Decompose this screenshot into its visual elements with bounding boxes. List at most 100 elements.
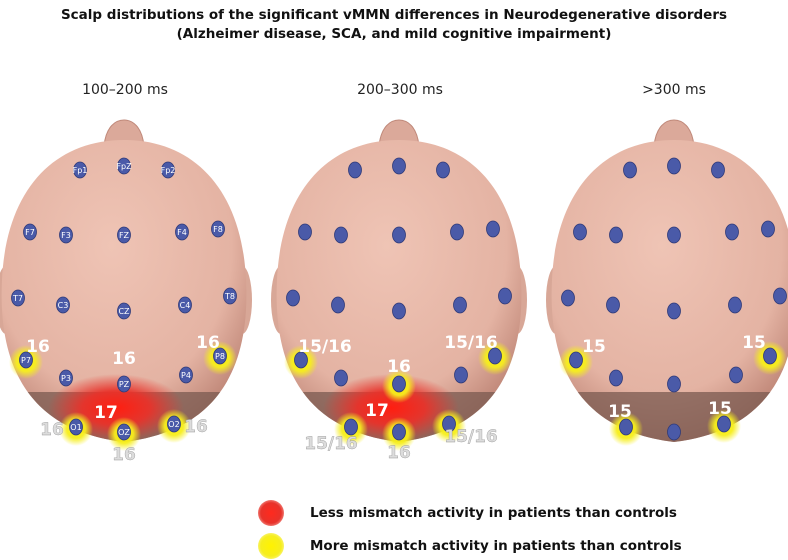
panel-3-time-label: >300 ms: [642, 82, 706, 98]
electrode-cz: [392, 302, 406, 320]
participant-count-2-7: 16: [387, 443, 411, 463]
electrode-f8: [486, 220, 500, 238]
electrode-fz: [392, 226, 406, 244]
electrode-fpz: [667, 157, 681, 175]
electrode-p8: [763, 347, 777, 365]
scalp-map-panel-2: 15/16 15/16 16 17 15/16 15/16 16: [271, 119, 527, 463]
participant-count-3-3: 15: [608, 402, 632, 422]
electrode-f7: [298, 223, 312, 241]
nose: [653, 119, 695, 147]
electrode-f8: [211, 220, 225, 238]
occipital-shade: [551, 392, 788, 442]
electrode-label-c3: C3: [58, 301, 69, 310]
electrode-f4: [175, 223, 189, 241]
electrode-fp2: [436, 161, 450, 179]
scalp-map-panel-3: 15 15 15 15: [546, 119, 788, 446]
legend-label-less: Less mismatch activity in patients than …: [310, 505, 677, 521]
electrode-p7: [294, 351, 308, 369]
scalp-head: [551, 140, 788, 442]
electrode-label-p7: P7: [21, 356, 31, 365]
figure-title-line-2: (Alzheimer disease, SCA, and mild cognit…: [176, 26, 612, 42]
electrode-o1: [69, 418, 83, 436]
participant-count-3-1: 15: [582, 337, 606, 357]
participant-count-1-1: 16: [26, 337, 50, 357]
electrode-label-o1: O1: [70, 423, 81, 432]
nose: [103, 119, 145, 147]
electrode-label-c4: C4: [180, 301, 191, 310]
electrode-t8: [498, 287, 512, 305]
electrode-cz: [667, 302, 681, 320]
electrode-label-t8: T8: [224, 292, 235, 301]
legend-item-more: More mismatch activity in patients than …: [258, 532, 682, 560]
electrode-p3: [334, 369, 348, 387]
electrode-cz: [117, 302, 131, 320]
electrode-o2: [717, 415, 731, 433]
electrode-c4: [453, 296, 467, 314]
electrode-p4: [179, 366, 193, 384]
electrode-p4: [729, 366, 743, 384]
participant-count-1-4: 17: [94, 403, 118, 423]
participant-count-1-5: 16: [40, 420, 64, 440]
panel-2-time-label: 200–300 ms: [357, 82, 443, 98]
scalp-head: [1, 140, 247, 442]
legend-red-swatch: [258, 500, 284, 526]
electrode-label-fp1: Fp1: [73, 166, 88, 175]
scalp-head: [276, 140, 522, 442]
electrode-f3: [59, 226, 73, 244]
electrode-o1: [344, 418, 358, 436]
legend-item-less: Less mismatch activity in patients than …: [258, 499, 677, 527]
electrode-p4: [454, 366, 468, 384]
electrode-label-fp2: Fp2: [161, 166, 176, 175]
participant-count-2-3: 16: [387, 357, 411, 377]
scalp-map-panel-1: Fp1 FpZ Fp2 F7 F3 FZ F4 F8 T7 C3 CZ C4 T8 P7 P3 PZ P4 P8 O…: [0, 119, 252, 465]
electrode-c3: [56, 296, 70, 314]
electrode-label-f4: F4: [177, 228, 187, 237]
electrode-oz: [117, 423, 131, 441]
electrode-c4: [728, 296, 742, 314]
participant-count-3-4: 15: [708, 399, 732, 419]
participant-count-3-2: 15: [742, 333, 766, 353]
electrode-oz: [392, 423, 406, 441]
electrode-t7: [286, 289, 300, 307]
legend-label-more: More mismatch activity in patients than …: [310, 538, 682, 554]
electrode-p7: [569, 351, 583, 369]
electrode-label-fpz: FpZ: [116, 162, 132, 171]
participant-count-2-4: 17: [365, 401, 389, 421]
participant-count-1-6: 16: [184, 417, 208, 437]
electrode-label-o2: O2: [168, 420, 179, 429]
electrode-oz: [667, 423, 681, 441]
electrode-f4: [725, 223, 739, 241]
electrode-c3: [331, 296, 345, 314]
electrode-label-p4: P4: [181, 371, 191, 380]
participant-count-1-3: 16: [112, 349, 136, 369]
electrode-fp2: [711, 161, 725, 179]
electrode-t7: [11, 289, 25, 307]
electrode-o1: [619, 418, 633, 436]
electrode-pz: [117, 375, 131, 393]
electrode-c3: [606, 296, 620, 314]
participant-count-1-2: 16: [196, 333, 220, 353]
electrode-label-t7: T7: [12, 294, 23, 303]
participant-count-1-7: 16: [112, 445, 136, 465]
legend-yellow-swatch: [258, 533, 284, 559]
electrode-fz: [667, 226, 681, 244]
electrode-label-f8: F8: [213, 225, 223, 234]
electrode-f7: [23, 223, 37, 241]
figure-title-line-1: Scalp distributions of the significant v…: [60, 7, 728, 23]
electrode-label-p8: P8: [215, 352, 225, 361]
panel-1-time-label: 100–200 ms: [82, 82, 168, 98]
electrode-fp1: [348, 161, 362, 179]
electrode-fp2: [161, 161, 175, 179]
electrode-label-fz: FZ: [119, 231, 130, 240]
participant-count-2-6: 15/16: [444, 427, 498, 447]
electrode-label-pz: PZ: [119, 380, 130, 389]
electrode-label-p3: P3: [61, 374, 71, 383]
electrode-f7: [573, 223, 587, 241]
electrode-fz: [117, 226, 131, 244]
electrode-f8: [761, 220, 775, 238]
electrode-fp1: [73, 161, 87, 179]
nose: [378, 119, 420, 147]
electrode-p8: [213, 347, 227, 365]
electrode-c4: [178, 296, 192, 314]
electrode-label-f7: F7: [25, 228, 35, 237]
